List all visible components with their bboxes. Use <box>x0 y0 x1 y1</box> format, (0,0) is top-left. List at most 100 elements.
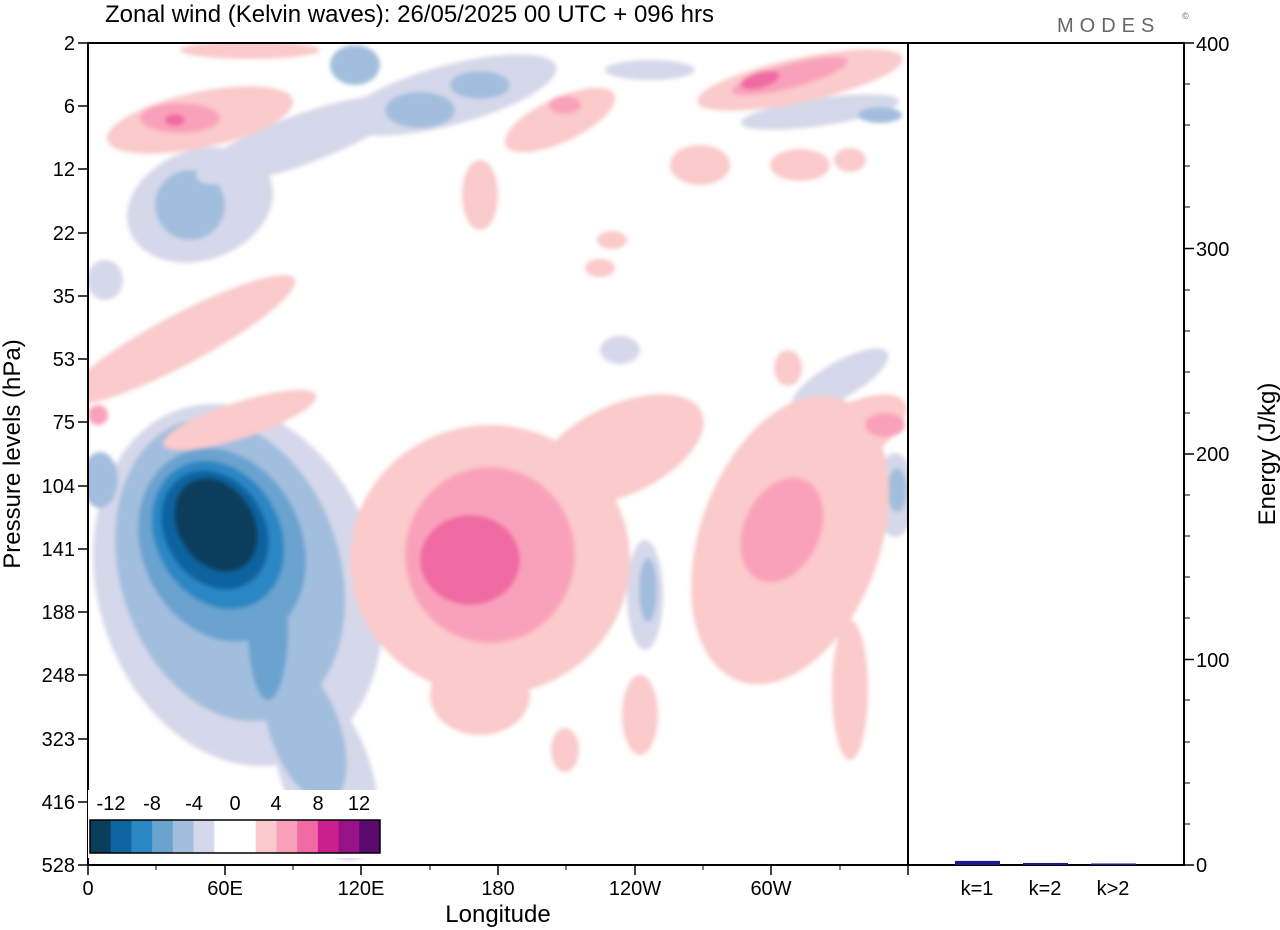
energy-y-axis-label: Energy (J/kg) <box>1254 383 1280 526</box>
contour-band <box>832 620 868 760</box>
energy-y-tick-label: 100 <box>1196 650 1229 672</box>
longitude-tick-label: 0 <box>82 878 93 900</box>
pressure-tick-label: 2 <box>64 33 75 55</box>
contour-band <box>622 675 658 755</box>
contour-band <box>504 87 616 153</box>
pressure-tick-label: 53 <box>53 349 75 371</box>
energy-tick-label: k>2 <box>1097 878 1130 900</box>
energy-y-tick-label: 200 <box>1196 444 1229 466</box>
pressure-y-axis: 2 6 12 22 35 53 75 104 141 188 248 323 4… <box>0 33 88 877</box>
pressure-tick-label: 323 <box>42 729 75 751</box>
energy-bars <box>955 860 1136 866</box>
contour-band <box>551 728 579 772</box>
heatmap-panel <box>87 42 909 866</box>
pressure-tick-label: 104 <box>42 476 75 498</box>
pressure-tick-label: 248 <box>42 665 75 687</box>
contour-band <box>88 452 118 508</box>
colorbar-swatch <box>90 820 112 853</box>
pressure-tick-label: 528 <box>42 855 75 877</box>
longitude-tick-label: 60E <box>207 878 243 900</box>
contour-band <box>585 259 615 277</box>
colorbar-label: -8 <box>143 793 161 815</box>
colorbar-swatch <box>359 820 381 853</box>
contour-band <box>88 405 108 425</box>
colorbar-swatch <box>276 820 298 853</box>
colorbar-swatch <box>193 820 215 853</box>
colorbar-swatch <box>110 820 132 853</box>
colorbar-label: 8 <box>312 793 323 815</box>
contour-band <box>605 60 695 80</box>
pressure-tick-label: 6 <box>64 96 75 118</box>
brand-logo: MODES <box>1057 15 1160 37</box>
contour-band <box>549 96 581 114</box>
colorbar-swatch <box>255 820 277 853</box>
colorbar-swatch <box>338 820 360 853</box>
energy-tick-label: k=2 <box>1029 878 1062 900</box>
energy-frame <box>907 42 1185 866</box>
contour-band <box>420 515 520 605</box>
pressure-tick-label: 35 <box>53 286 75 308</box>
longitude-tick-label: 120E <box>338 878 385 900</box>
longitude-x-axis-label: Longitude <box>445 901 550 928</box>
contour-band <box>462 160 498 230</box>
contour-band <box>639 558 657 622</box>
colorbar-swatch <box>131 820 153 853</box>
contour-band <box>165 114 185 126</box>
longitude-tick-label: 120W <box>609 878 661 900</box>
chart-title: Zonal wind (Kelvin waves): 26/05/2025 00… <box>105 1 714 28</box>
contour-band <box>858 107 902 123</box>
energy-tick-label: k=1 <box>961 878 994 900</box>
contour-band <box>740 94 900 130</box>
contour-band <box>740 70 780 90</box>
contour-band <box>180 43 320 59</box>
contour-band <box>174 478 258 572</box>
colorbar-swatch <box>297 820 319 853</box>
energy-bar-k3 <box>1091 863 1136 865</box>
contour-band <box>330 45 380 85</box>
pink-anomaly-central <box>350 394 704 735</box>
pressure-tick-label: 75 <box>53 412 75 434</box>
contour-band <box>887 468 907 512</box>
contour-band <box>263 658 347 802</box>
colorbar-label: -4 <box>185 793 203 815</box>
longitude-x-axis: 0 60E 120E 180 120W 60W Longitude <box>82 865 909 928</box>
brand-mark: © <box>1182 11 1189 21</box>
contour-band <box>770 149 830 181</box>
contour-band <box>670 145 730 185</box>
colorbar-swatch <box>172 820 195 853</box>
contour-band <box>834 148 866 172</box>
contour-band <box>88 275 296 405</box>
contour-band <box>740 477 824 583</box>
contour-band <box>155 170 225 240</box>
contour-band <box>536 394 704 506</box>
pressure-y-axis-label: Pressure levels (hPa) <box>0 339 26 568</box>
energy-y-tick-label: 0 <box>1196 855 1207 877</box>
energy-y-axis: 0 100 200 300 400 Energy (J/kg) <box>1184 34 1280 877</box>
energy-bar-k1 <box>955 860 1000 865</box>
energy-y-tick-label: 300 <box>1196 239 1229 261</box>
longitude-tick-label: 60W <box>750 878 791 900</box>
colorbar-swatch <box>214 820 236 853</box>
colorbar-swatch <box>317 820 340 853</box>
pressure-tick-label: 416 <box>42 792 75 814</box>
heatmap-fields <box>88 43 908 861</box>
pressure-tick-label: 22 <box>53 223 75 245</box>
contour-band <box>865 413 905 437</box>
colorbar-swatch <box>152 820 174 853</box>
contour-band <box>163 389 317 451</box>
colorbar-swatches <box>90 820 381 853</box>
colorbar-label: 0 <box>229 793 240 815</box>
blue-anomaly-lower <box>93 403 383 861</box>
contour-band <box>385 92 455 128</box>
pink-anomaly-east <box>691 394 907 760</box>
contour-band <box>88 260 123 300</box>
colorbar: -12 -8 -4 0 4 8 12 <box>88 790 384 858</box>
contour-band <box>791 348 889 412</box>
colorbar-label: 4 <box>270 793 281 815</box>
contour-band <box>430 655 530 735</box>
colorbar-label: 12 <box>348 793 370 815</box>
pressure-tick-label: 12 <box>53 159 75 181</box>
contour-band <box>774 350 802 386</box>
longitude-tick-label: 180 <box>481 878 514 900</box>
